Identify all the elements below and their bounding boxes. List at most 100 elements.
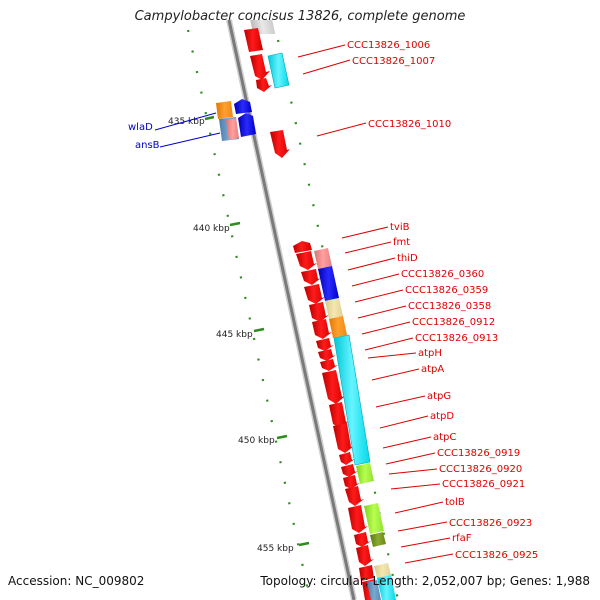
gene-arrow (256, 78, 272, 92)
tick-label: 435 kbp (168, 117, 205, 127)
gene-arrow (333, 423, 354, 453)
gene-label: CCC13826_1010 (368, 119, 451, 130)
gene-label: CCC13826_0360 (401, 269, 484, 280)
gene-block (329, 316, 347, 338)
gene-arrow (354, 532, 371, 547)
gene-arrow (270, 130, 290, 158)
gene-label: CCC13826_0921 (442, 479, 525, 490)
gene-label: CCC13826_0358 (408, 301, 491, 312)
gene-block (374, 563, 391, 578)
gene-arrow (339, 452, 355, 465)
leader-line (382, 436, 432, 449)
gene-label: atpC (433, 432, 456, 443)
leader-line (357, 305, 407, 319)
gene-arrow (312, 319, 332, 339)
ticks: 435 kbp 440 kbp 445 kbp 450 kbp 455 kbp (168, 115, 310, 554)
leader-line (154, 112, 217, 131)
gene-arrow (304, 284, 325, 304)
tick-label: 445 kbp (216, 330, 253, 340)
tick-mark (276, 434, 288, 440)
gene-block (333, 334, 371, 466)
gene-block (370, 532, 386, 547)
tick-label: 450 kbp (238, 436, 275, 446)
gene-label: CCC13826_1006 (347, 40, 430, 51)
leader-line (367, 352, 417, 359)
leader-line (400, 537, 451, 548)
leader-line (390, 483, 441, 490)
tick-mark (298, 541, 310, 547)
gene-arrow (345, 486, 364, 506)
leader-line (351, 273, 400, 287)
gene-label: thiD (397, 253, 418, 264)
gene-label: CCC13826_0919 (437, 448, 520, 459)
gene-arrow (244, 28, 263, 52)
gene-arrow (250, 54, 270, 80)
gene-arrow (359, 565, 374, 581)
leader-line (316, 122, 367, 137)
leader-line (347, 257, 396, 271)
leader-line (388, 468, 438, 475)
gene-label: CCC13826_0913 (415, 333, 498, 344)
gene-block (377, 575, 396, 600)
gene-arrow (316, 338, 334, 351)
tick-mark (253, 327, 265, 333)
gene-arrow (301, 269, 321, 285)
tick-label: 440 kbp (193, 224, 230, 234)
gene-arrow (329, 402, 349, 428)
leader-line (159, 132, 221, 148)
cyan-block-top (267, 52, 290, 89)
leader-line (354, 289, 404, 303)
leader-line (379, 415, 429, 429)
gene-arrow (320, 359, 338, 371)
leader-line (375, 395, 426, 408)
genome-stats-text: Topology: circular; Length: 2,052,007 bp… (260, 574, 590, 588)
gene-label: CCC13826_0912 (412, 317, 495, 328)
leader-line (344, 241, 392, 254)
tick-mark (204, 115, 215, 121)
gene-label: tviB (390, 222, 410, 233)
gene-arrow (322, 370, 345, 404)
leader-line (302, 59, 351, 75)
gene-label: atpA (421, 364, 444, 375)
leader-line (397, 521, 448, 532)
gene-label: atpD (430, 411, 454, 422)
gene-arrow (318, 349, 336, 361)
gene-label: CCC13826_0925 (455, 550, 538, 561)
tick-mark (229, 221, 241, 227)
gene-block (226, 118, 239, 140)
gene-block (318, 266, 339, 301)
gene-block (267, 52, 290, 89)
tick-label: 455 kbp (257, 544, 294, 554)
gene-label: CCC13826_0359 (405, 285, 488, 296)
gene-label: ansB (135, 140, 160, 151)
leader-line (371, 368, 420, 381)
labels-right: CCC13826_1006 CCC13826_1007 CCC13826_101… (297, 40, 538, 564)
gene-label: CCC13826_0923 (449, 518, 532, 529)
gene-block (367, 580, 381, 600)
gene-block (364, 503, 384, 534)
gene-label: atpG (427, 391, 451, 402)
gene-arrow (356, 545, 374, 566)
gene-label: rfaF (452, 533, 472, 544)
accession-text: Accession: NC_009802 (8, 574, 145, 588)
leader-line (404, 553, 454, 564)
leader-line (297, 44, 346, 58)
leader-line (385, 452, 436, 465)
gene-arrow (293, 241, 312, 253)
gene-arrow (296, 251, 317, 270)
left-cluster (216, 99, 256, 141)
leader-line (364, 337, 414, 351)
feature-column (314, 248, 396, 600)
gene-label: CCC13826_1007 (352, 56, 435, 67)
gene-label: fmt (393, 237, 410, 248)
leader-line (394, 501, 444, 514)
gene-arrow (348, 505, 368, 533)
gene-label: tolB (445, 497, 465, 508)
leader-line (361, 321, 411, 335)
gene-label: wlaD (128, 122, 153, 133)
gene-arrow (234, 99, 252, 114)
map-title: Campylobacter concisus 13826, complete g… (134, 9, 466, 24)
gene-block (325, 298, 343, 319)
gene-arrow (341, 464, 358, 477)
